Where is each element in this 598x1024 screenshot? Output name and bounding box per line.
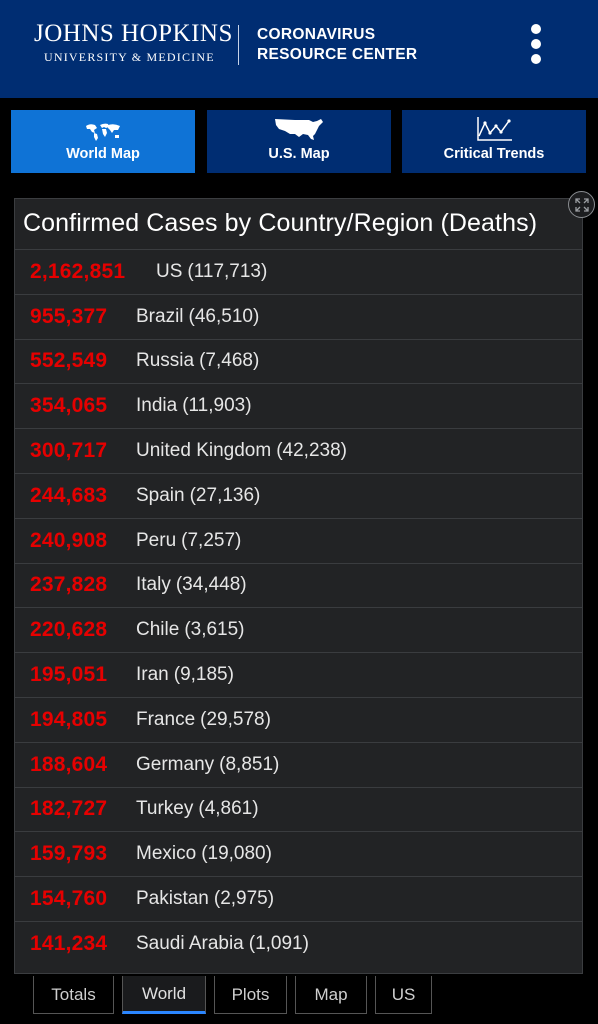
header-divider — [238, 25, 239, 65]
bottom-tab-totals[interactable]: Totals — [33, 976, 114, 1014]
table-row[interactable]: 188,604 Germany (8,851) — [15, 741, 582, 787]
death-count: (8,851) — [219, 753, 280, 775]
jhu-logo[interactable]: JOHNS HOPKINS UNIVERSITY & MEDICINE — [34, 20, 233, 65]
country-name: Peru — [136, 529, 177, 551]
country-name: Iran — [136, 664, 169, 686]
world-map-icon — [86, 123, 120, 141]
table-row[interactable]: 141,234 Saudi Arabia (1,091) — [15, 920, 582, 966]
us-map-icon — [275, 119, 323, 140]
country-name: Russia — [136, 350, 195, 372]
country-name: Germany — [136, 753, 215, 775]
death-count: (4,861) — [198, 798, 259, 820]
kebab-dot — [531, 39, 541, 49]
bottom-tab-bar: Totals World Plots Map US — [0, 974, 598, 1024]
table-row[interactable]: 552,549 Russia (7,468) — [15, 338, 582, 384]
site-title-line-2: RESOURCE CENTER — [257, 46, 418, 63]
table-row[interactable]: 182,727 Turkey (4,861) — [15, 786, 582, 832]
table-row[interactable]: 300,717 United Kingdom (42,238) — [15, 428, 582, 473]
logo-line-1: JOHNS HOPKINS — [34, 20, 233, 47]
death-count: (2,975) — [213, 888, 275, 910]
case-count: 244,683 — [30, 483, 108, 507]
case-count: 159,793 — [30, 842, 108, 866]
country-name: Mexico — [136, 843, 197, 865]
table-row[interactable]: 354,065 India (11,903) — [15, 383, 582, 428]
tab-us-map[interactable]: U.S. Map — [207, 110, 391, 173]
case-count: 194,805 — [30, 707, 108, 731]
tab-world-map[interactable]: World Map — [11, 110, 195, 173]
cases-panel: Confirmed Cases by Country/Region (Death… — [14, 198, 583, 974]
trend-chart-icon — [477, 117, 512, 141]
bottom-tab-map[interactable]: Map — [295, 976, 367, 1014]
kebab-menu-icon[interactable] — [524, 24, 548, 64]
expand-arrows-icon — [574, 197, 589, 212]
site-header: JOHNS HOPKINS UNIVERSITY & MEDICINE CORO… — [0, 0, 598, 98]
case-count: 240,908 — [30, 528, 108, 552]
death-count: (29,578) — [200, 708, 271, 730]
case-count: 188,604 — [30, 752, 108, 776]
tab-us-map-label: U.S. Map — [268, 146, 330, 162]
table-row[interactable]: 154,760 Pakistan (2,975) — [15, 876, 582, 921]
table-row[interactable]: 237,828 Italy (34,448) — [15, 562, 582, 608]
table-row[interactable]: 244,683 Spain (27,136) — [15, 472, 582, 518]
site-title[interactable]: CORONAVIRUS RESOURCE CENTER — [257, 25, 417, 65]
death-count: (7,257) — [181, 529, 242, 551]
death-count: (7,468) — [199, 350, 260, 372]
table-row[interactable]: 240,908 Peru (7,257) — [15, 517, 582, 563]
country-name: United Kingdom — [136, 440, 272, 462]
table-row[interactable]: 2,162,851 US (117,713) — [15, 249, 582, 294]
case-count: 237,828 — [30, 573, 108, 597]
case-count: 552,549 — [30, 349, 108, 373]
kebab-dot — [531, 54, 541, 64]
death-count: (46,510) — [188, 305, 260, 327]
death-count: (1,091) — [248, 932, 309, 954]
death-count: (3,615) — [184, 619, 245, 641]
bottom-tab-us[interactable]: US — [375, 976, 432, 1014]
case-count: 220,628 — [30, 618, 108, 642]
case-count: 195,051 — [30, 663, 108, 687]
bottom-tab-world[interactable]: World — [122, 976, 206, 1014]
country-name: Turkey — [136, 798, 194, 820]
case-count: 955,377 — [30, 304, 108, 328]
case-count: 182,727 — [30, 797, 108, 821]
site-title-line-1: CORONAVIRUS — [257, 26, 376, 43]
death-count: (11,903) — [182, 395, 252, 417]
country-name: India — [136, 395, 178, 417]
tab-world-map-label: World Map — [66, 146, 140, 162]
country-name: Saudi Arabia — [136, 932, 244, 954]
table-row[interactable]: 159,793 Mexico (19,080) — [15, 831, 582, 876]
table-row[interactable]: 195,051 Iran (9,185) — [15, 652, 582, 697]
death-count: (34,448) — [175, 574, 247, 596]
cases-list[interactable]: 2,162,851 US (117,713) 955,377 Brazil (46,510… — [15, 249, 582, 966]
death-count: (27,136) — [189, 484, 261, 506]
expand-icon[interactable] — [568, 191, 595, 218]
case-count: 154,760 — [30, 887, 108, 911]
country-name: Brazil — [136, 305, 184, 327]
tab-critical-trends-label: Critical Trends — [443, 146, 545, 162]
case-count: 141,234 — [30, 931, 108, 955]
table-row[interactable]: 194,805 France (29,578) — [15, 696, 582, 742]
country-name: France — [136, 708, 196, 730]
case-count: 354,065 — [30, 394, 108, 418]
country-name: Chile — [136, 619, 180, 641]
logo-line-2: UNIVERSITY & MEDICINE — [44, 50, 215, 64]
country-name: US — [156, 260, 183, 282]
country-name: Italy — [136, 574, 171, 596]
table-row[interactable]: 220,628 Chile (3,615) — [15, 607, 582, 652]
kebab-dot — [531, 24, 541, 34]
bottom-tab-plots[interactable]: Plots — [214, 976, 287, 1014]
case-count: 2,162,851 — [30, 259, 126, 283]
country-name: Spain — [136, 484, 185, 506]
country-name: Pakistan — [136, 888, 209, 910]
death-count: (19,080) — [201, 843, 272, 865]
death-count: (9,185) — [173, 664, 234, 686]
case-count: 300,717 — [30, 439, 108, 463]
table-row[interactable]: 955,377 Brazil (46,510) — [15, 293, 582, 339]
tab-critical-trends[interactable]: Critical Trends — [402, 110, 586, 173]
death-count: (42,238) — [276, 440, 347, 462]
panel-title: Confirmed Cases by Country/Region (Death… — [23, 209, 538, 237]
death-count: (117,713) — [187, 260, 268, 282]
